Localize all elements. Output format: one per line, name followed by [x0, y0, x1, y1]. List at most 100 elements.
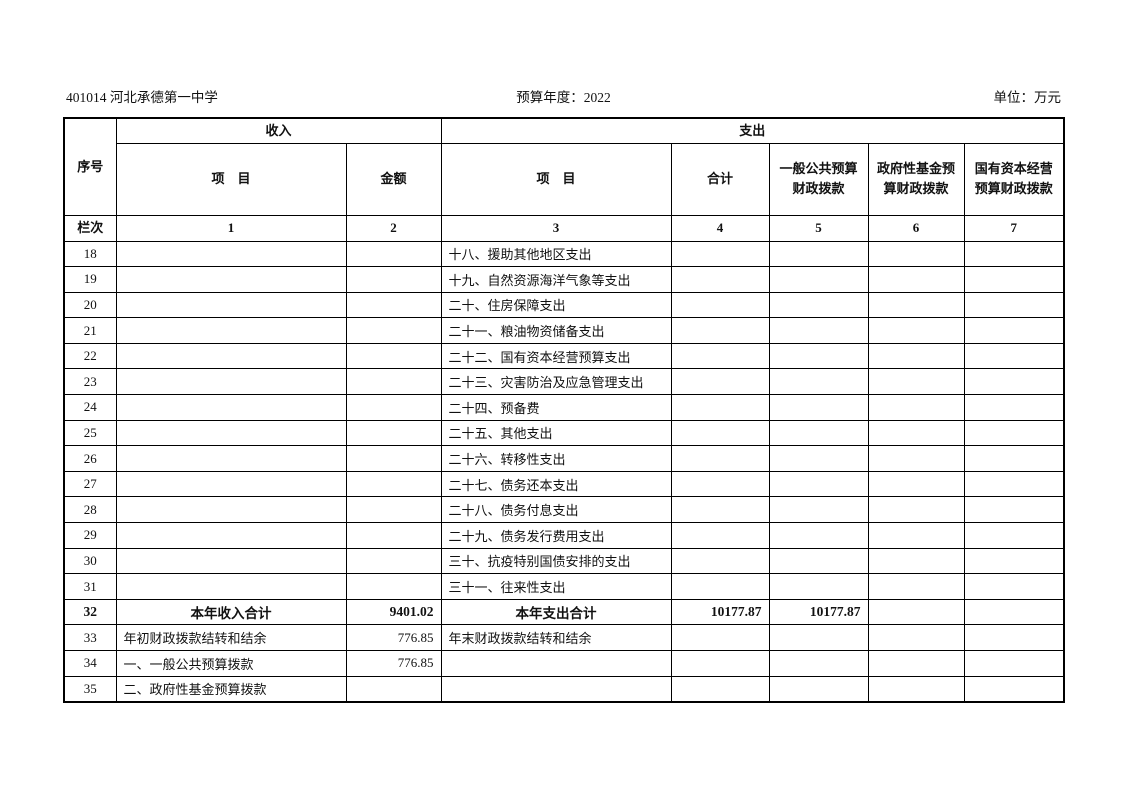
cell-expense-item: 二十七、债务还本支出: [440, 470, 672, 498]
cell-total: [670, 342, 770, 370]
lanci-col-3: 3: [440, 214, 672, 242]
cell-total: [670, 240, 770, 268]
cell-seq: 20: [63, 291, 117, 319]
cell-state-capital: [963, 291, 1065, 319]
cell-income-amount: [345, 368, 442, 396]
cell-income-item: 一、一般公共预算拨款: [115, 650, 347, 677]
document-header: 401014 河北承德第一中学 预算年度：2022 单位：万元: [63, 90, 1063, 106]
cell-seq: 32: [63, 598, 117, 626]
budget-table: 序号 收入 支出 项 目 金额 项 目 合计 一般公共预算财政拨款 政府性基金预…: [63, 117, 1066, 703]
cell-general-public: [768, 650, 869, 677]
cell-expense-item: 二十、住房保障支出: [440, 291, 672, 319]
cell-expense-item: 二十五、其他支出: [440, 419, 672, 447]
cell-income-item: [115, 496, 347, 524]
cell-general-public: [768, 266, 869, 293]
cell-gov-fund: [867, 317, 965, 344]
cell-expense-item: 二十三、灾害防治及应急管理支出: [440, 368, 672, 396]
cell-gov-fund: [867, 342, 965, 370]
cell-income-item: [115, 522, 347, 549]
cell-gov-fund: [867, 650, 965, 677]
cell-state-capital: [963, 317, 1065, 344]
cell-gov-fund: [867, 496, 965, 524]
cell-gov-fund: [867, 419, 965, 447]
cell-state-capital: [963, 368, 1065, 396]
table-row: 25 二十五、其他支出: [63, 419, 1065, 447]
cell-general-public: [768, 675, 869, 703]
cell-seq: 28: [63, 496, 117, 524]
cell-seq: 31: [63, 573, 117, 600]
cell-state-capital: [963, 675, 1065, 703]
cell-total: [670, 368, 770, 396]
cell-state-capital: [963, 445, 1065, 472]
cell-gov-fund: [867, 522, 965, 549]
table-row: 31 三十一、往来性支出: [63, 573, 1065, 600]
cell-income-item: [115, 240, 347, 268]
cell-state-capital: [963, 470, 1065, 498]
col-header-general-public-budget: 一般公共预算财政拨款: [768, 142, 869, 216]
cell-general-public: [768, 317, 869, 344]
cell-seq: 34: [63, 650, 117, 677]
table-row: 21 二十一、粮油物资储备支出: [63, 317, 1065, 344]
cell-total: [670, 445, 770, 472]
cell-state-capital: [963, 598, 1065, 626]
cell-income-amount: [345, 547, 442, 575]
cell-general-public: [768, 470, 869, 498]
budget-year-label: 预算年度：2022: [516, 90, 611, 105]
cell-general-public: 10177.87: [768, 598, 869, 626]
cell-expense-item: 十九、自然资源海洋气象等支出: [440, 266, 672, 293]
cell-income-amount: [345, 419, 442, 447]
cell-income-item: [115, 470, 347, 498]
lanci-col-1: 1: [115, 214, 347, 242]
cell-expense-item: [440, 675, 672, 703]
cell-total: [670, 291, 770, 319]
cell-general-public: [768, 547, 869, 575]
cell-state-capital: [963, 240, 1065, 268]
cell-income-amount: [345, 445, 442, 472]
lanci-col-4: 4: [670, 214, 770, 242]
cell-total: [670, 624, 770, 651]
cell-state-capital: [963, 266, 1065, 293]
cell-gov-fund: [867, 266, 965, 293]
cell-general-public: [768, 419, 869, 447]
cell-state-capital: [963, 342, 1065, 370]
col-header-seq: 序号: [63, 117, 117, 216]
cell-income-item: 二、政府性基金预算拨款: [115, 675, 347, 703]
cell-seq: 18: [63, 240, 117, 268]
table-row: 34 一、一般公共预算拨款 776.85: [63, 650, 1065, 677]
cell-seq: 35: [63, 675, 117, 703]
cell-income-amount: [345, 394, 442, 421]
cell-total: [670, 394, 770, 421]
cell-gov-fund: [867, 240, 965, 268]
cell-total: [670, 317, 770, 344]
cell-income-amount: [345, 496, 442, 524]
cell-income-amount: [345, 675, 442, 703]
cell-expense-item: 三十一、往来性支出: [440, 573, 672, 600]
table-row: 19 十九、自然资源海洋气象等支出: [63, 266, 1065, 293]
cell-state-capital: [963, 650, 1065, 677]
cell-expense-item: 本年支出合计: [440, 598, 672, 626]
cell-seq: 26: [63, 445, 117, 472]
cell-income-amount: [345, 240, 442, 268]
cell-income-amount: [345, 317, 442, 344]
cell-seq: 25: [63, 419, 117, 447]
cell-expense-item: 二十六、转移性支出: [440, 445, 672, 472]
cell-income-amount: 776.85: [345, 624, 442, 651]
col-header-total: 合计: [670, 142, 770, 216]
cell-general-public: [768, 573, 869, 600]
cell-total: 10177.87: [670, 598, 770, 626]
unit-label: 单位：万元: [993, 90, 1062, 105]
cell-seq: 21: [63, 317, 117, 344]
cell-total: [670, 547, 770, 575]
cell-income-amount: [345, 342, 442, 370]
cell-gov-fund: [867, 368, 965, 396]
cell-income-amount: [345, 291, 442, 319]
cell-income-amount: [345, 573, 442, 600]
lanci-label: 栏次: [63, 214, 117, 242]
group-header-income: 收入: [115, 117, 442, 144]
lanci-col-6: 6: [867, 214, 965, 242]
table-row: 32 本年收入合计 9401.02 本年支出合计 10177.87 10177.87: [63, 598, 1065, 626]
table-row: 23 二十三、灾害防治及应急管理支出: [63, 368, 1065, 396]
cell-total: [670, 573, 770, 600]
cell-gov-fund: [867, 573, 965, 600]
cell-state-capital: [963, 547, 1065, 575]
